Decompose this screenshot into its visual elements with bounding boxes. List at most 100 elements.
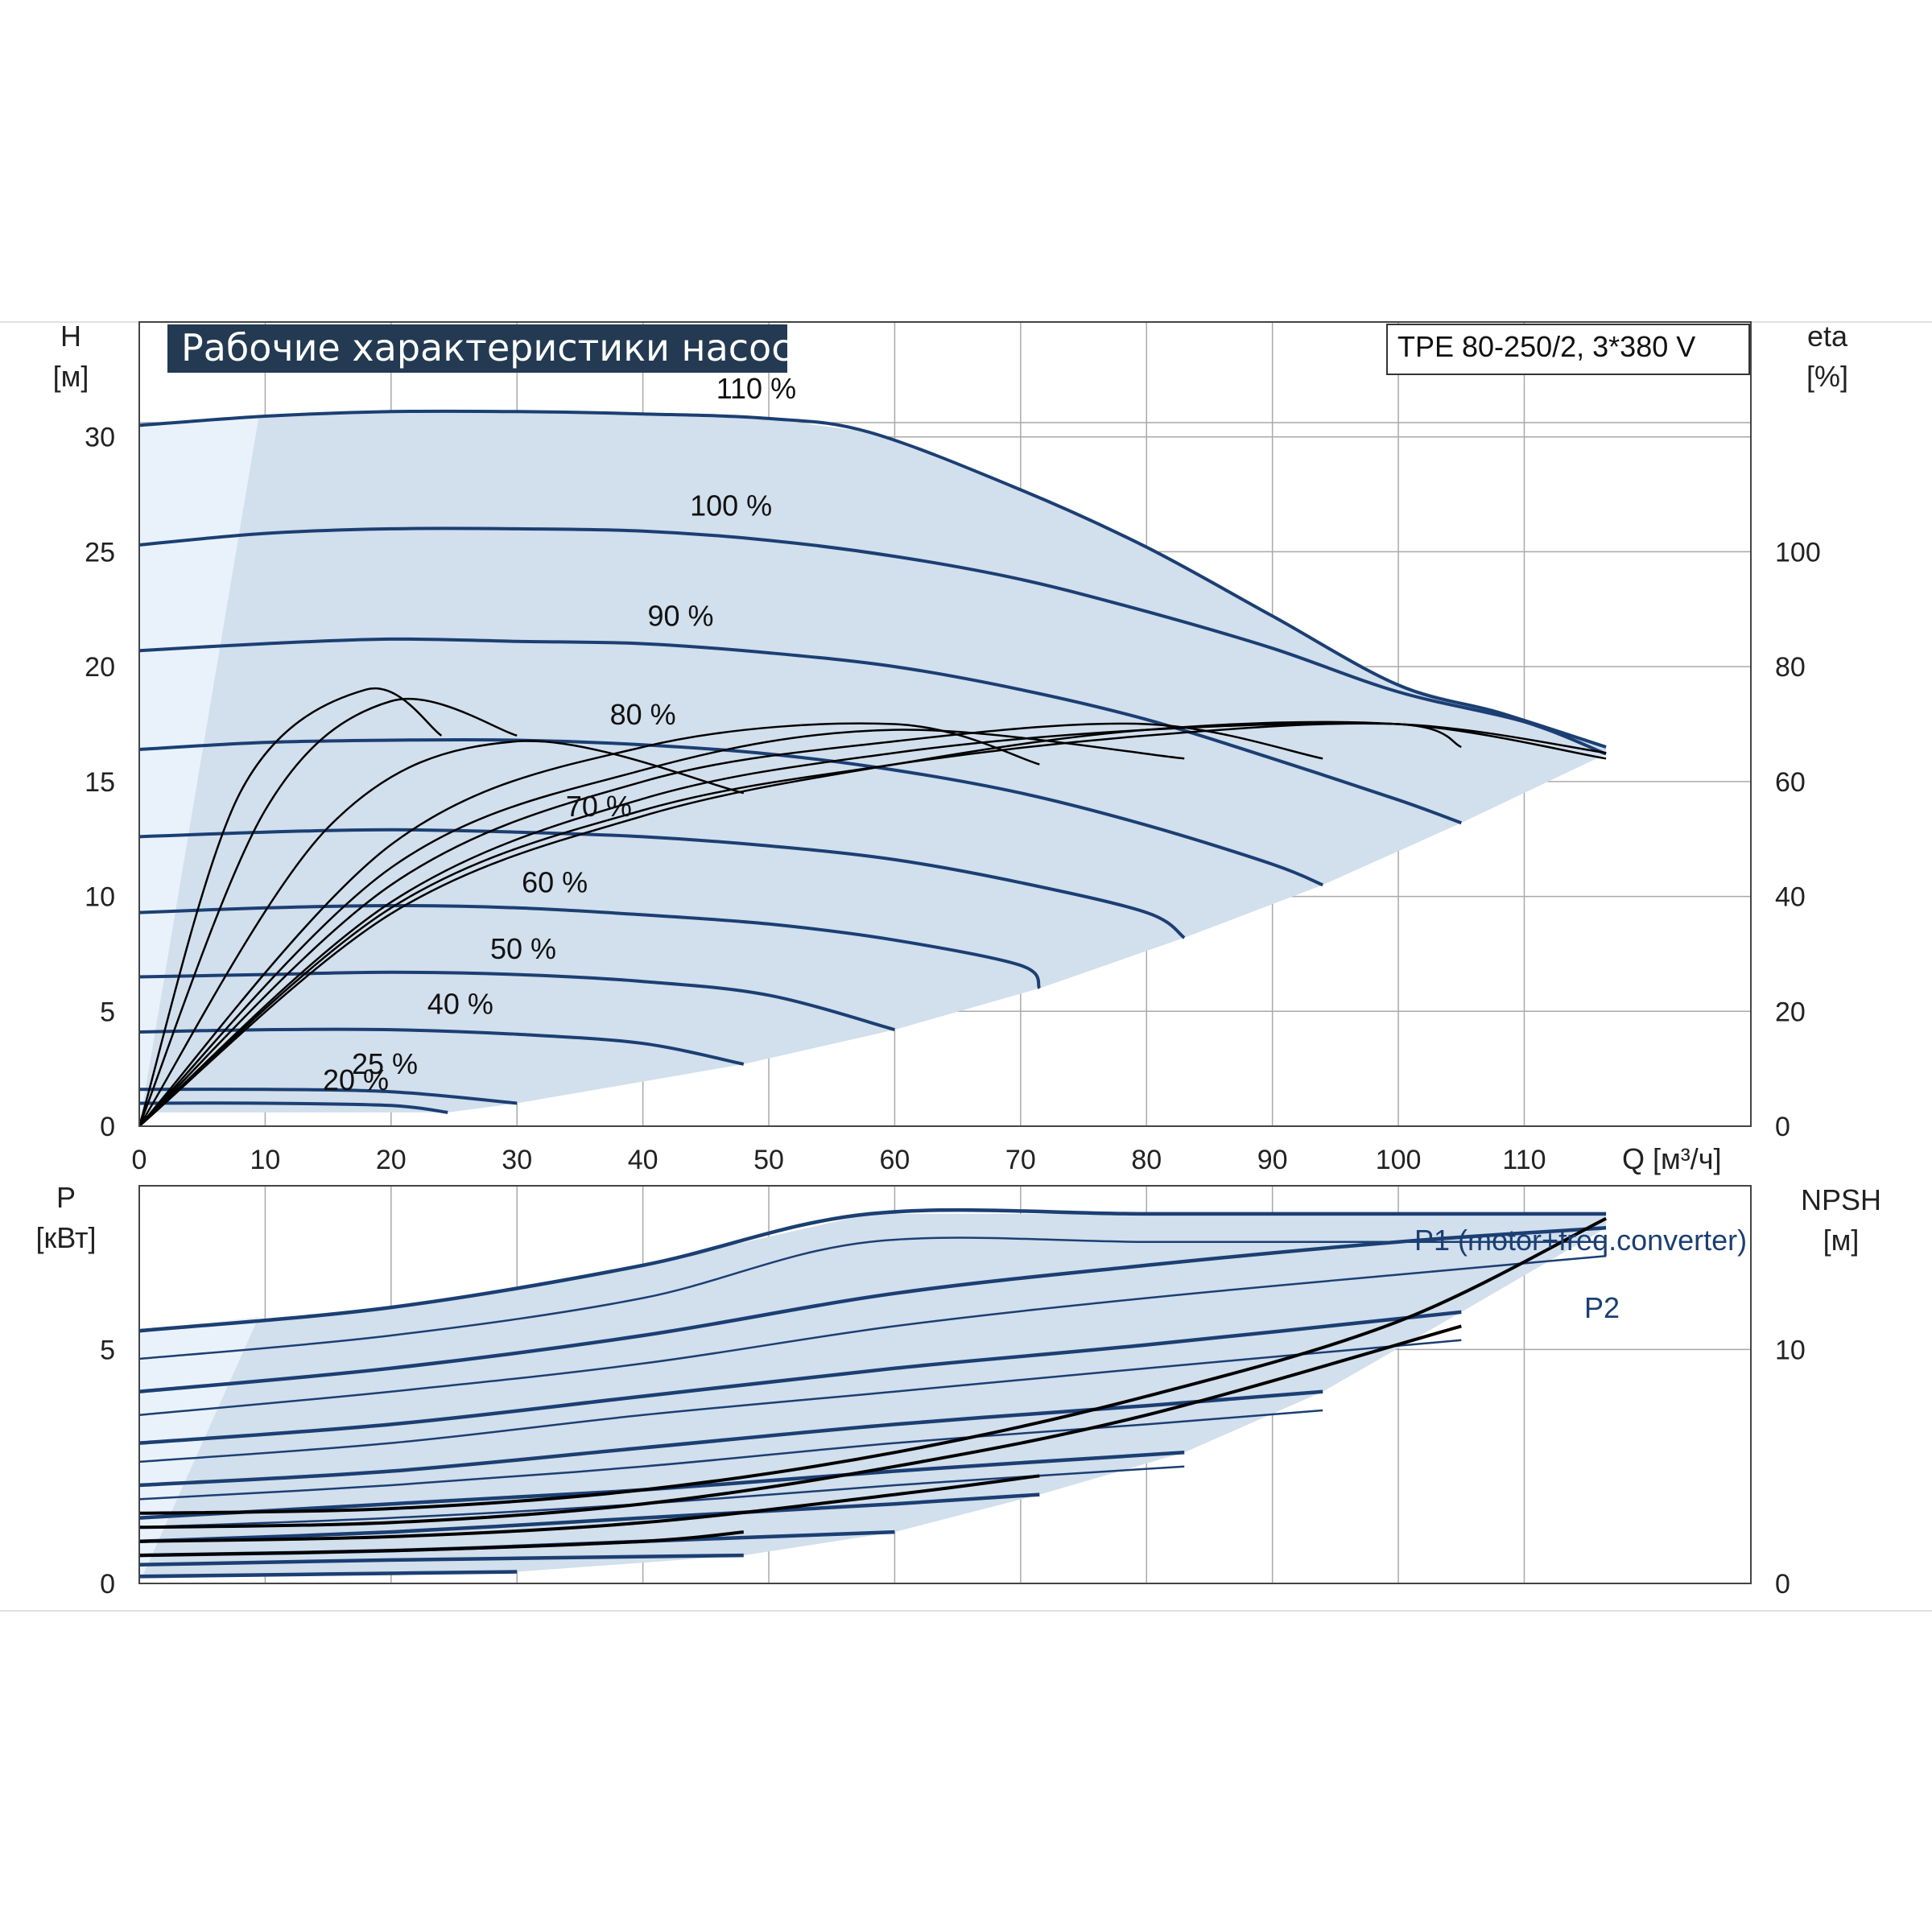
model-label: TPE 80-250/2, 3*380 V bbox=[1397, 330, 1695, 363]
power-axis-unit: [кВт] bbox=[35, 1221, 96, 1254]
x-tick-20: 20 bbox=[376, 1145, 407, 1175]
head-tick-30: 30 bbox=[85, 423, 115, 453]
head-curve-60 bbox=[138, 903, 1042, 989]
head-tick-0: 0 bbox=[100, 1112, 115, 1142]
npsh-curve-npsh-80 bbox=[138, 1474, 1040, 1543]
head-operating-region bbox=[139, 411, 1607, 1126]
head-tick-5: 5 bbox=[100, 997, 115, 1027]
p1-curve-p1-25 bbox=[138, 1570, 518, 1579]
speed-labels: 110 % 100 % 90 % 80 % 70 % 60 % 50 % 40 % 25 %20… bbox=[323, 372, 796, 1096]
head-curve-80 bbox=[138, 737, 1323, 887]
eta-curve-eta-90 bbox=[138, 722, 1462, 1127]
eta-tick-80: 80 bbox=[1775, 652, 1806, 683]
head-tick-25: 25 bbox=[85, 537, 115, 568]
head-curve-100 bbox=[138, 526, 1607, 756]
speed-label-100: 100 % bbox=[690, 489, 772, 522]
head-tick-15: 15 bbox=[85, 767, 115, 798]
eta-curve-eta-25 bbox=[138, 687, 443, 1127]
eta-tick-60: 60 bbox=[1775, 767, 1806, 798]
npsh-tick-0: 0 bbox=[1775, 1569, 1790, 1600]
head-curve-50 bbox=[138, 970, 895, 1032]
speed-label-25: 25 % bbox=[352, 1047, 418, 1080]
head-panel: 0 10 20 30 40 50 60 70 80 90 100 110 0 5 10 15 20 25 30 0 20… bbox=[85, 321, 1821, 1175]
eta-curve-eta-60 bbox=[138, 722, 1040, 1127]
x-tick-100: 100 bbox=[1376, 1145, 1422, 1175]
npsh-axis-unit: [м] bbox=[1823, 1224, 1860, 1257]
model-box bbox=[1386, 324, 1750, 375]
p1-curve-p1-90 bbox=[138, 1310, 1462, 1445]
speed-label-40: 40 % bbox=[427, 988, 493, 1021]
p2-curve-p2-110 bbox=[138, 1236, 1607, 1360]
efficiency-curves bbox=[138, 687, 1607, 1127]
p2-curve-p2-90 bbox=[138, 1339, 1462, 1463]
head-frame bbox=[138, 321, 1752, 1127]
power-tick-labels: 0 5 0 10 bbox=[100, 1335, 1806, 1600]
head-tick-20: 20 bbox=[85, 652, 115, 683]
speed-label-70: 70 % bbox=[566, 790, 632, 823]
eta-tick-20: 20 bbox=[1775, 997, 1806, 1027]
power-panel: 0 5 0 10 bbox=[100, 1185, 1806, 1600]
eta-tick-40: 40 bbox=[1775, 882, 1806, 913]
p1-curve-p1-60 bbox=[138, 1492, 1040, 1543]
x-tick-110: 110 bbox=[1502, 1145, 1546, 1175]
power-operating-region bbox=[139, 1213, 1607, 1583]
x-tick-80: 80 bbox=[1131, 1145, 1162, 1175]
speed-label-110: 110 % bbox=[716, 372, 796, 405]
eta-curve-eta-80 bbox=[138, 722, 1323, 1127]
eta-curve-eta-50 bbox=[138, 740, 745, 1127]
head-min-flow-area bbox=[139, 416, 259, 1126]
power-tick-0: 0 bbox=[100, 1569, 115, 1600]
legend-p2: P2 bbox=[1584, 1291, 1620, 1324]
head-operating-area bbox=[139, 411, 1607, 1113]
speed-label-90: 90 % bbox=[648, 599, 714, 632]
head-curve-110 bbox=[138, 409, 1607, 749]
x-tick-0: 0 bbox=[132, 1145, 147, 1175]
speed-label-80: 80 % bbox=[610, 698, 676, 731]
eta-tick-100: 100 bbox=[1775, 537, 1821, 568]
head-curve-90 bbox=[138, 637, 1462, 825]
p2-curve-p2-80 bbox=[138, 1409, 1323, 1501]
head-curve-20 bbox=[138, 1101, 448, 1114]
npsh-axis-label: NPSH bbox=[1801, 1183, 1881, 1216]
x-tick-60: 60 bbox=[880, 1145, 910, 1175]
head-axis-unit: [м] bbox=[53, 360, 89, 393]
eta-tick-0: 0 bbox=[1775, 1112, 1790, 1142]
power-frame bbox=[138, 1185, 1752, 1584]
p1-curve-p1-40 bbox=[138, 1553, 744, 1567]
p1-curve-p1-80 bbox=[138, 1389, 1323, 1488]
x-tick-90: 90 bbox=[1257, 1145, 1288, 1175]
npsh-tick-10: 10 bbox=[1775, 1335, 1806, 1365]
head-curve-70 bbox=[138, 828, 1186, 939]
chart-title: Рабочие характеристики насоса bbox=[181, 326, 815, 369]
p2-curve-p2-100 bbox=[138, 1254, 1607, 1417]
eta-axis-label: eta bbox=[1807, 320, 1848, 353]
head-curves bbox=[138, 409, 1607, 1114]
x-tick-70: 70 bbox=[1005, 1145, 1036, 1175]
x-tick-40: 40 bbox=[628, 1145, 658, 1175]
flow-axis-label: Q [м³/ч] bbox=[1622, 1142, 1722, 1175]
power-curves bbox=[138, 1208, 1607, 1579]
npsh-curve-npsh-60 bbox=[138, 1530, 744, 1558]
npsh-curve-npsh-100 bbox=[138, 1324, 1462, 1530]
power-operating-area bbox=[139, 1213, 1607, 1579]
eta-curve-eta-70 bbox=[138, 729, 1185, 1127]
speed-label-50: 50 % bbox=[490, 932, 556, 965]
x-tick-10: 10 bbox=[250, 1145, 280, 1175]
speed-label-60: 60 % bbox=[522, 865, 588, 898]
head-tick-labels: 0 10 20 30 40 50 60 70 80 90 100 110 0 5 10 15 20 25 30 0 20… bbox=[85, 423, 1821, 1175]
eta-curve-eta-40 bbox=[138, 697, 518, 1127]
head-curve-25 bbox=[138, 1088, 518, 1105]
eta-axis-unit: [%] bbox=[1806, 360, 1848, 393]
legend-p1: P1 (motor+freq.converter) bbox=[1414, 1224, 1747, 1257]
p1-curve-p1-110 bbox=[138, 1208, 1607, 1333]
x-tick-30: 30 bbox=[502, 1145, 532, 1175]
power-tick-5: 5 bbox=[100, 1335, 115, 1365]
x-tick-50: 50 bbox=[753, 1145, 784, 1175]
speed-label-20: 20 % bbox=[323, 1063, 389, 1096]
title-box bbox=[167, 324, 787, 373]
head-curve-40 bbox=[138, 1027, 745, 1066]
head-axis-label: H bbox=[60, 320, 81, 353]
npsh-curve-npsh-110 bbox=[138, 1216, 1607, 1515]
power-axis-label: P bbox=[56, 1181, 76, 1214]
